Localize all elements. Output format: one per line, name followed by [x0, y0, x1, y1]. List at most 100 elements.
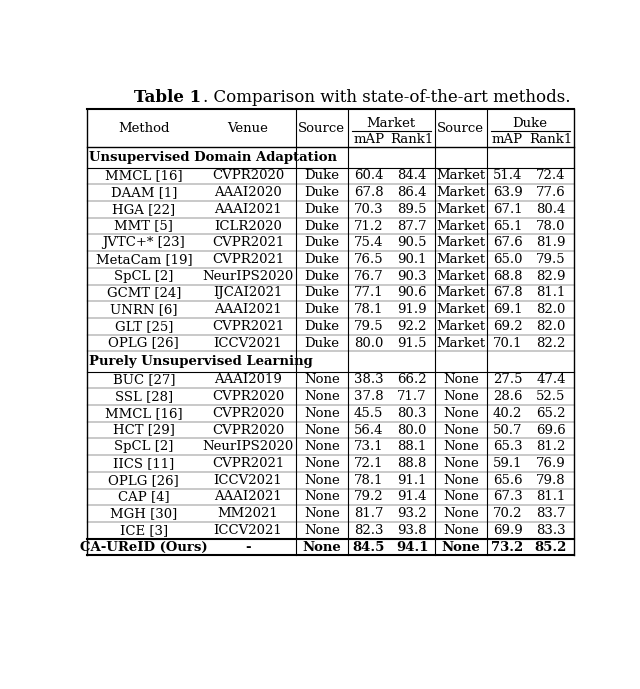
- Text: None: None: [304, 440, 340, 453]
- Text: 69.9: 69.9: [493, 524, 522, 537]
- Text: Duke: Duke: [304, 203, 339, 216]
- Text: mAP: mAP: [492, 132, 523, 145]
- Text: AAAI2021: AAAI2021: [214, 203, 282, 216]
- Text: 90.1: 90.1: [397, 253, 427, 266]
- Text: Duke: Duke: [304, 253, 339, 266]
- Text: CVPR2020: CVPR2020: [212, 424, 284, 437]
- Text: UNRN [6]: UNRN [6]: [110, 303, 178, 316]
- Text: CVPR2021: CVPR2021: [212, 320, 284, 333]
- Text: DAAM [1]: DAAM [1]: [111, 186, 177, 199]
- Text: None: None: [304, 457, 340, 470]
- Text: SSL [28]: SSL [28]: [115, 390, 173, 403]
- Text: 47.4: 47.4: [536, 373, 566, 387]
- Text: 72.1: 72.1: [354, 457, 383, 470]
- Text: None: None: [443, 373, 479, 387]
- Text: 63.9: 63.9: [493, 186, 522, 199]
- Text: None: None: [304, 524, 340, 537]
- Text: 83.7: 83.7: [536, 507, 566, 520]
- Text: AAAI2021: AAAI2021: [214, 303, 282, 316]
- Text: None: None: [304, 491, 340, 504]
- Text: 84.5: 84.5: [353, 541, 385, 553]
- Text: 82.0: 82.0: [536, 320, 566, 333]
- Text: Duke: Duke: [304, 220, 339, 233]
- Text: 65.0: 65.0: [493, 253, 522, 266]
- Text: 27.5: 27.5: [493, 373, 522, 387]
- Text: ICCV2021: ICCV2021: [214, 473, 282, 486]
- Text: None: None: [304, 424, 340, 437]
- Text: 83.3: 83.3: [536, 524, 566, 537]
- Text: CVPR2021: CVPR2021: [212, 236, 284, 249]
- Text: 67.8: 67.8: [354, 186, 383, 199]
- Text: 69.1: 69.1: [493, 303, 522, 316]
- Text: None: None: [304, 373, 340, 387]
- Text: IJCAI2021: IJCAI2021: [213, 287, 283, 300]
- Text: None: None: [304, 473, 340, 486]
- Text: None: None: [443, 507, 479, 520]
- Text: 79.5: 79.5: [536, 253, 566, 266]
- Text: 86.4: 86.4: [397, 186, 427, 199]
- Text: Market: Market: [436, 253, 485, 266]
- Text: 28.6: 28.6: [493, 390, 522, 403]
- Text: Market: Market: [436, 269, 485, 282]
- Text: 91.9: 91.9: [397, 303, 427, 316]
- Text: None: None: [443, 440, 479, 453]
- Text: 73.1: 73.1: [354, 440, 383, 453]
- Text: 67.3: 67.3: [493, 491, 522, 504]
- Text: Duke: Duke: [304, 287, 339, 300]
- Text: Table 1: Table 1: [134, 88, 202, 105]
- Text: Duke: Duke: [304, 303, 339, 316]
- Text: CVPR2020: CVPR2020: [212, 169, 284, 183]
- Text: 67.6: 67.6: [493, 236, 522, 249]
- Text: GLT [25]: GLT [25]: [115, 320, 173, 333]
- Text: Market: Market: [436, 287, 485, 300]
- Text: 81.9: 81.9: [536, 236, 566, 249]
- Text: SpCL [2]: SpCL [2]: [114, 269, 173, 282]
- Text: Purely Unsupervised Learning: Purely Unsupervised Learning: [90, 355, 313, 368]
- Text: CVPR2021: CVPR2021: [212, 457, 284, 470]
- Text: MMCL [16]: MMCL [16]: [105, 407, 182, 420]
- Text: 82.0: 82.0: [536, 303, 566, 316]
- Text: 52.5: 52.5: [536, 390, 566, 403]
- Text: 79.8: 79.8: [536, 473, 566, 486]
- Text: Duke: Duke: [304, 186, 339, 199]
- Text: 82.2: 82.2: [536, 336, 566, 349]
- Text: 67.8: 67.8: [493, 287, 522, 300]
- Text: 80.0: 80.0: [397, 424, 427, 437]
- Text: JVTC+* [23]: JVTC+* [23]: [102, 236, 185, 249]
- Text: 81.1: 81.1: [536, 287, 566, 300]
- Text: Method: Method: [118, 122, 170, 135]
- Text: GCMT [24]: GCMT [24]: [107, 287, 181, 300]
- Text: None: None: [443, 424, 479, 437]
- Text: 65.3: 65.3: [493, 440, 522, 453]
- Text: None: None: [443, 407, 479, 420]
- Text: 37.8: 37.8: [354, 390, 383, 403]
- Text: MMCL [16]: MMCL [16]: [105, 169, 182, 183]
- Text: Market: Market: [436, 303, 485, 316]
- Text: 65.2: 65.2: [536, 407, 566, 420]
- Text: 69.2: 69.2: [493, 320, 522, 333]
- Text: 75.4: 75.4: [354, 236, 383, 249]
- Text: None: None: [443, 473, 479, 486]
- Text: Market: Market: [436, 186, 485, 199]
- Text: 88.8: 88.8: [397, 457, 427, 470]
- Text: 79.5: 79.5: [354, 320, 383, 333]
- Text: NeurIPS2020: NeurIPS2020: [202, 440, 294, 453]
- Text: 71.7: 71.7: [397, 390, 427, 403]
- Text: CAP [4]: CAP [4]: [118, 491, 170, 504]
- Text: Duke: Duke: [304, 269, 339, 282]
- Text: None: None: [443, 390, 479, 403]
- Text: 88.1: 88.1: [397, 440, 427, 453]
- Text: 68.8: 68.8: [493, 269, 522, 282]
- Text: Market: Market: [436, 320, 485, 333]
- Text: Duke: Duke: [513, 117, 548, 130]
- Text: CVPR2021: CVPR2021: [212, 253, 284, 266]
- Text: 40.2: 40.2: [493, 407, 522, 420]
- Text: Source: Source: [437, 122, 484, 135]
- Text: 70.3: 70.3: [354, 203, 383, 216]
- Text: OPLG [26]: OPLG [26]: [109, 336, 179, 349]
- Text: Table 1: Table 1: [0, 688, 1, 689]
- Text: 65.6: 65.6: [493, 473, 522, 486]
- Text: None: None: [443, 524, 479, 537]
- Text: 82.3: 82.3: [354, 524, 383, 537]
- Text: 91.1: 91.1: [397, 473, 427, 486]
